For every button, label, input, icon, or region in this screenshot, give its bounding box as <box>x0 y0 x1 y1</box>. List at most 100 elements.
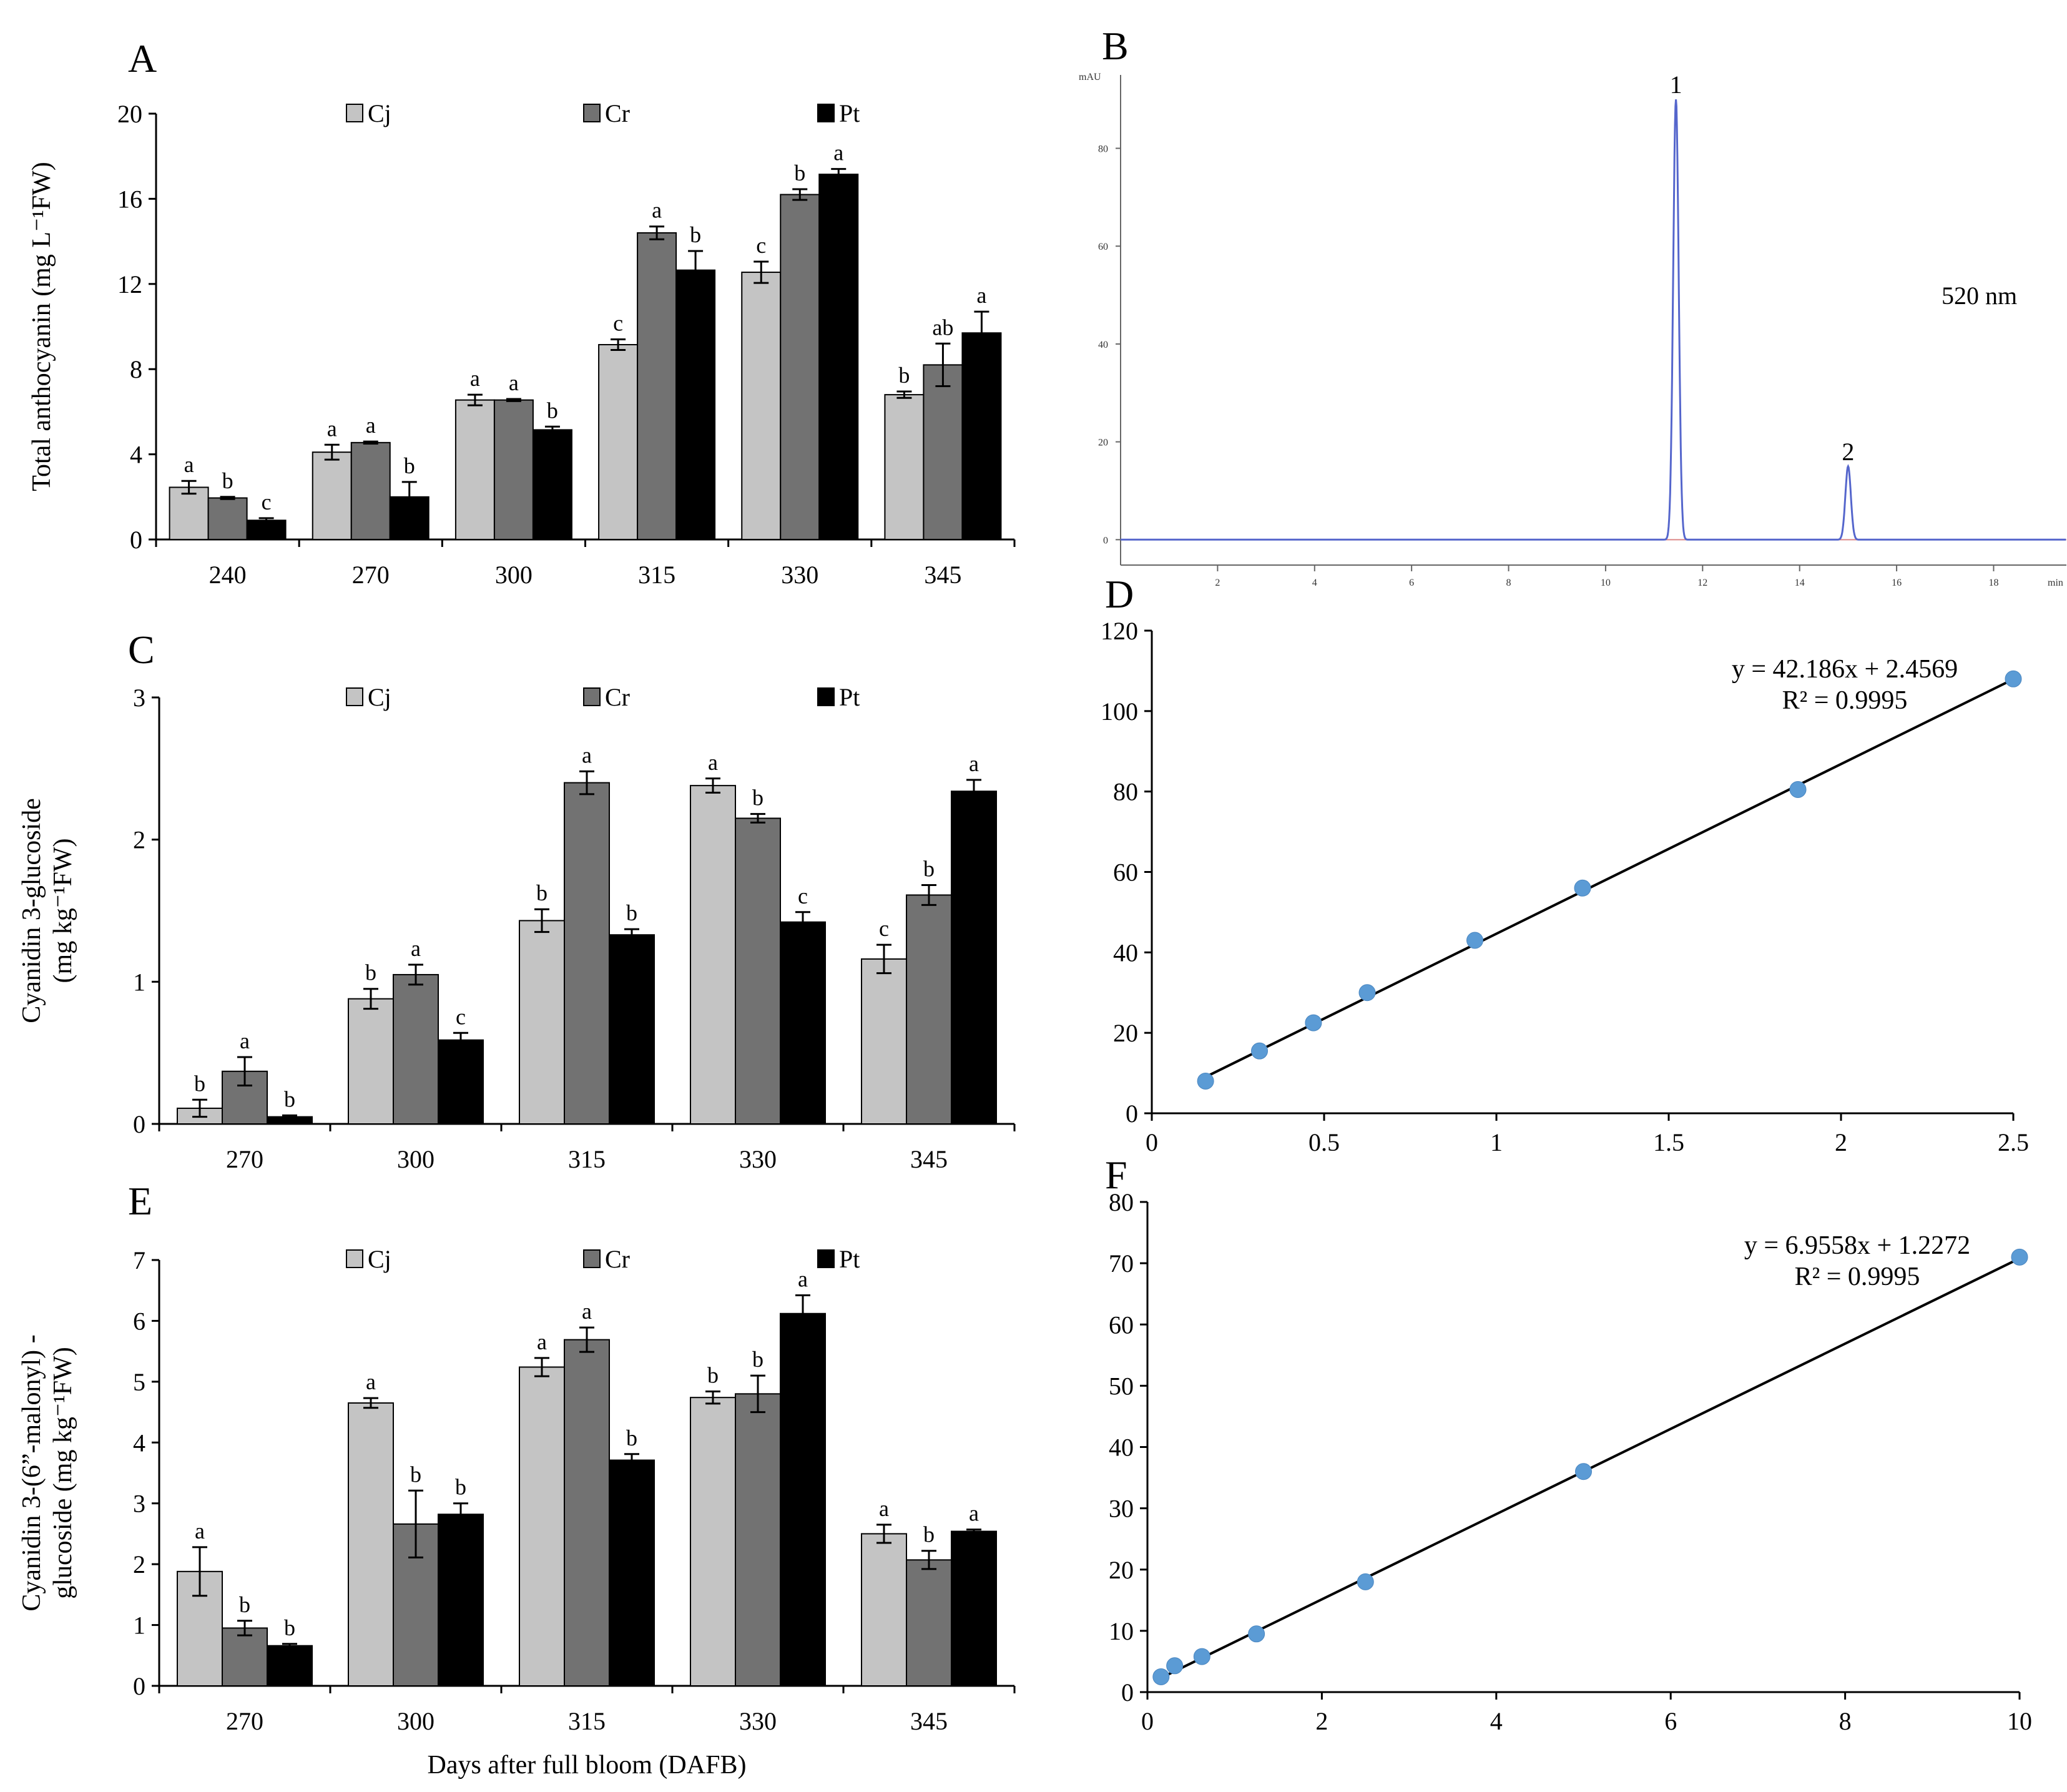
data-point <box>1305 1014 1322 1031</box>
significance-letter: a <box>798 1267 808 1292</box>
data-point <box>1357 1573 1374 1590</box>
y-tick-label: 30 <box>1109 1495 1134 1523</box>
significance-letter: b <box>626 900 637 925</box>
significance-letter: a <box>366 1369 376 1394</box>
significance-letter: b <box>923 1522 935 1547</box>
significance-letter: b <box>410 1462 421 1487</box>
significance-letter: ab <box>932 315 953 340</box>
y-tick-label: 7 <box>133 1246 145 1274</box>
x-tick-label: 345 <box>910 1145 948 1173</box>
x-tick-label: 2 <box>1835 1128 1847 1156</box>
wavelength-label: 520 nm <box>1942 282 2017 310</box>
significance-letter: a <box>582 742 592 767</box>
significance-letter: b <box>404 453 415 478</box>
y-tick-label: 60 <box>1109 1311 1134 1339</box>
significance-letter: b <box>222 468 233 493</box>
y-unit-label: mAU <box>1079 72 1101 82</box>
y-tick-label: 20 <box>1113 1019 1138 1047</box>
significance-letter: a <box>969 751 979 776</box>
x-tick-label: 330 <box>739 1707 777 1735</box>
x-tick-label: 8 <box>1506 578 1511 588</box>
y-tick-label: 6 <box>133 1307 145 1335</box>
significance-letter: a <box>470 366 480 391</box>
bar-cj <box>884 394 925 540</box>
bar-pt <box>609 934 655 1125</box>
y-tick-label: 40 <box>1113 938 1138 967</box>
bar-cj <box>348 998 394 1125</box>
significance-letter: a <box>582 1299 592 1324</box>
y-tick-label: 3 <box>133 1490 145 1518</box>
panel-letter: B <box>1102 24 1129 68</box>
legend-label-cj: Cj <box>368 99 391 127</box>
bar-pt <box>780 1312 826 1686</box>
x-tick-label: 2 <box>1315 1707 1328 1735</box>
data-point <box>1466 932 1483 949</box>
significance-letter: a <box>969 1501 979 1526</box>
significance-letter: c <box>798 884 808 908</box>
significance-letter: b <box>707 1362 719 1387</box>
bar-cr <box>923 364 963 540</box>
bar-cr <box>564 782 610 1125</box>
bar-cr <box>735 1393 781 1686</box>
bar-cr <box>350 441 391 540</box>
y-tick-label: 0 <box>1103 535 1108 546</box>
bar-cr <box>735 817 781 1125</box>
peak-label: 2 <box>1842 438 1854 466</box>
x-tick-label: 300 <box>397 1145 435 1173</box>
significance-letter: b <box>898 363 910 388</box>
data-point <box>2011 1248 2028 1266</box>
data-point <box>1193 1648 1210 1665</box>
data-point <box>2005 670 2022 687</box>
bar-cj <box>861 958 907 1125</box>
significance-letter: a <box>327 416 337 441</box>
x-tick-label: 345 <box>910 1707 948 1735</box>
significance-letter: c <box>879 916 889 941</box>
x-tick-label: 2 <box>1215 578 1220 588</box>
significance-letter: a <box>652 198 662 223</box>
y-tick-label: 0 <box>130 526 142 554</box>
bar-cj <box>861 1533 907 1686</box>
r-squared-label: R² = 0.9995 <box>1795 1263 1920 1291</box>
bar-cr <box>637 232 677 540</box>
y-tick-label: 20 <box>1109 1556 1134 1584</box>
y-tick-label: 0 <box>133 1672 145 1700</box>
significance-letter: a <box>240 1028 250 1053</box>
x-tick-label: 4 <box>1490 1707 1503 1735</box>
legend-label-cr: Cr <box>605 683 630 711</box>
x-tick-label: 12 <box>1697 578 1707 588</box>
x-tick-label: 270 <box>352 561 390 589</box>
significance-letter: a <box>879 1496 889 1521</box>
y-tick-label: 80 <box>1098 144 1108 155</box>
peak-label: 1 <box>1670 71 1682 99</box>
x-unit-label: min <box>2048 578 2063 588</box>
panel-letter: E <box>128 1179 152 1223</box>
bar-pt <box>267 1645 313 1686</box>
x-tick-label: 330 <box>739 1145 777 1173</box>
y-tick-label: 20 <box>1098 438 1108 448</box>
panel-letter: C <box>128 628 155 672</box>
significance-letter: b <box>752 1347 763 1372</box>
legend-swatch-pt <box>817 1249 835 1268</box>
data-point <box>1251 1042 1268 1060</box>
data-point <box>1166 1657 1184 1675</box>
bar-cr <box>906 1559 952 1686</box>
y-tick-label: 40 <box>1109 1434 1134 1462</box>
x-tick-label: 4 <box>1312 578 1317 588</box>
y-tick-label: 0 <box>133 1110 145 1138</box>
bar-pt <box>818 174 859 540</box>
x-tick-label: 14 <box>1795 578 1805 588</box>
x-tick-label: 6 <box>1409 578 1414 588</box>
significance-letter: a <box>184 452 194 477</box>
panel-d-standard-curve: D 0 20 40 60 80 100 120 0 0.5 1 1.5 2 2.5 y = 42.186x … <box>1101 572 2029 1156</box>
bar-pt <box>609 1459 655 1687</box>
y-tick-label: 2 <box>133 826 145 854</box>
bar-cj <box>519 920 565 1125</box>
x-tick-label: 0.5 <box>1308 1128 1340 1156</box>
x-tick-label: 1.5 <box>1653 1128 1684 1156</box>
y-tick-label: 10 <box>1109 1617 1134 1645</box>
y-tick-label: 2 <box>133 1550 145 1578</box>
bar-cr <box>906 894 952 1125</box>
bar-cr <box>222 1627 268 1687</box>
